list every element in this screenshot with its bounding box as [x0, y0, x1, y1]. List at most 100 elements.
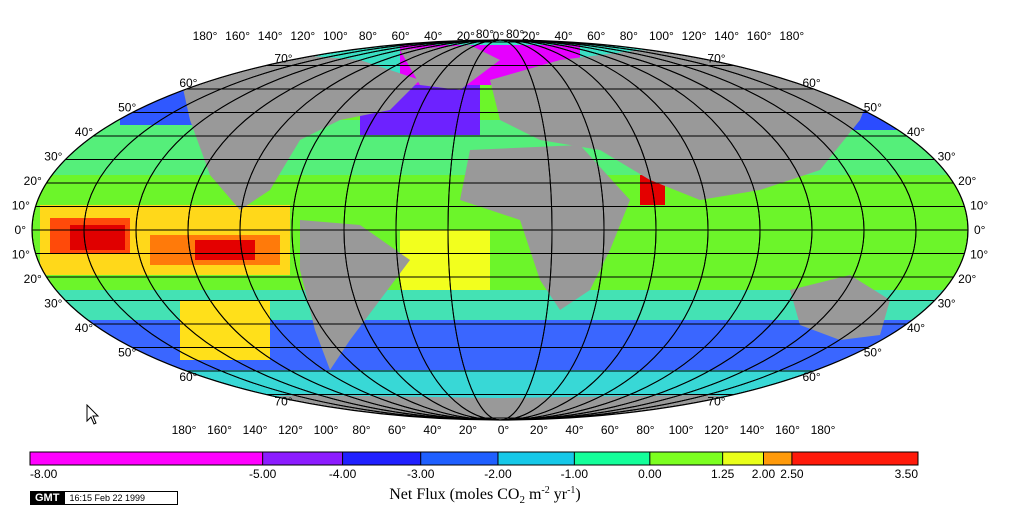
right-latitude-label: 50°	[864, 101, 882, 115]
right-latitude-label: 30°	[938, 150, 956, 164]
bottom-longitude-label: 20°	[530, 423, 548, 437]
greenland	[400, 45, 500, 90]
bottom-longitude-label: 180°	[811, 423, 836, 437]
eurasia	[490, 50, 880, 200]
colorbar-segment	[722, 452, 764, 465]
left-latitude-label: 70°	[274, 52, 292, 66]
graticule	[32, 40, 968, 420]
left-latitude-label: 20°	[24, 174, 42, 188]
left-latitude-label: 50°	[118, 346, 136, 360]
right-latitude-label: 80°	[506, 27, 524, 41]
colorbar-tick-label: -4.00	[329, 467, 357, 481]
bottom-longitude-labels: 180° 160° 140° 120° 100° 80° 60° 40° 20° 0° 20° 40°…	[172, 423, 836, 437]
left-latitude-label: 10°	[12, 248, 30, 262]
right-latitude-label: 20°	[958, 174, 976, 188]
left-latitude-label: 60°	[179, 370, 197, 384]
gmt-timestamp: 16:15 Feb 22 1999	[64, 491, 179, 505]
right-latitude-label: 60°	[803, 76, 821, 90]
right-latitude-label: 60°	[803, 370, 821, 384]
north-america	[180, 55, 420, 210]
right-latitude-label: 70°	[707, 52, 725, 66]
top-longitude-label: 120°	[682, 29, 707, 43]
colorbar-segment	[420, 452, 498, 465]
top-longitude-label: 140°	[258, 29, 283, 43]
colorbar-segment	[791, 452, 918, 465]
colorbar-segment	[30, 452, 263, 465]
top-longitude-label: 80°	[620, 29, 638, 43]
colorbar-segment	[574, 452, 650, 465]
top-longitude-label: 0°	[493, 29, 505, 43]
bottom-longitude-label: 80°	[352, 423, 370, 437]
colorbar-tick-label: 2.00	[752, 467, 776, 481]
bottom-longitude-label: 40°	[565, 423, 583, 437]
bottom-longitude-label: 120°	[704, 423, 729, 437]
colorbar-tick-labels: -8.00 -5.00 -4.00 -3.00 -2.00 -1.00 0.00 1.25 2.…	[29, 452, 919, 481]
mouse-cursor-icon	[86, 404, 100, 425]
bottom-longitude-label: 160°	[775, 423, 800, 437]
colorbar-segment	[649, 452, 723, 465]
colorbar-tick-label: -8.00	[30, 467, 58, 481]
bottom-longitude-label: 60°	[388, 423, 406, 437]
top-longitude-labels: 180° 160° 140° 120° 100° 80° 60° 40° 20° 0° 20° 40°…	[193, 29, 805, 43]
right-latitude-label: 70°	[707, 395, 725, 409]
colorbar-segment	[342, 452, 421, 465]
top-longitude-label: 140°	[714, 29, 739, 43]
right-latitude-label: 40°	[907, 321, 925, 335]
bottom-longitude-label: 140°	[740, 423, 765, 437]
left-latitude-label: 30°	[44, 150, 62, 164]
top-longitude-label: 100°	[649, 29, 674, 43]
colorbar-tick-label: -2.00	[484, 467, 512, 481]
gmt-stamp: GMT 16:15 Feb 22 1999	[30, 491, 179, 505]
bottom-longitude-label: 0°	[498, 423, 510, 437]
left-latitude-label: 10°	[12, 199, 30, 213]
bottom-longitude-label: 80°	[636, 423, 654, 437]
left-latitude-label: 20°	[24, 272, 42, 286]
s-pacific-source	[180, 300, 270, 360]
left-latitude-label: 60°	[179, 76, 197, 90]
bottom-longitude-label: 180°	[172, 423, 197, 437]
eq-pacific-core	[70, 225, 125, 250]
colorbar-segment	[763, 452, 792, 465]
gmt-logo: GMT	[30, 491, 65, 505]
bottom-longitude-label: 140°	[243, 423, 268, 437]
right-latitude-label: 40°	[907, 125, 925, 139]
top-longitude-label: 120°	[290, 29, 315, 43]
colorbar-tick-label: 2.50	[780, 467, 804, 481]
colorbar-tick-label: 1.25	[711, 467, 735, 481]
top-longitude-label: 60°	[587, 29, 605, 43]
top-longitude-label: 40°	[555, 29, 573, 43]
right-latitude-labels: 80°70°60°50°40°30°20°10°0°10°20°30°40°50…	[506, 27, 988, 409]
eq-atlantic-source	[400, 230, 490, 290]
left-latitude-label: 40°	[75, 321, 93, 335]
colorbar-tick-label: -5.00	[249, 467, 277, 481]
top-longitude-label: 20°	[457, 29, 475, 43]
bottom-longitude-label: 60°	[601, 423, 619, 437]
left-latitude-label: 30°	[44, 297, 62, 311]
colorbar-title: Net Flux (moles CO2 m-2 yr-1)	[389, 485, 581, 506]
bottom-longitude-label: 100°	[669, 423, 694, 437]
map-outline	[31, 39, 969, 421]
right-latitude-label: 0°	[974, 223, 986, 237]
south-america	[300, 220, 410, 370]
top-longitude-label: 100°	[323, 29, 348, 43]
right-latitude-label: 10°	[970, 248, 988, 262]
bottom-longitude-label: 120°	[278, 423, 303, 437]
right-latitude-label: 30°	[938, 297, 956, 311]
top-longitude-label: 160°	[225, 29, 250, 43]
right-latitude-label: 10°	[970, 199, 988, 213]
colorbar-segment	[497, 452, 575, 465]
eq-pacific-east-core	[195, 240, 255, 260]
top-longitude-label: 180°	[779, 29, 804, 43]
top-longitude-label: 20°	[522, 29, 540, 43]
top-longitude-label: 180°	[193, 29, 218, 43]
left-latitude-labels: 80°70°60°50°40°30°20°10°0°10°20°30°40°50…	[12, 27, 494, 409]
colorbar-tick-label: 0.00	[638, 467, 662, 481]
colorbar	[29, 451, 919, 466]
left-latitude-label: 50°	[118, 101, 136, 115]
colorbar-segment	[262, 452, 343, 465]
bottom-longitude-label: 20°	[459, 423, 477, 437]
right-latitude-label: 50°	[864, 346, 882, 360]
top-longitude-label: 60°	[392, 29, 410, 43]
